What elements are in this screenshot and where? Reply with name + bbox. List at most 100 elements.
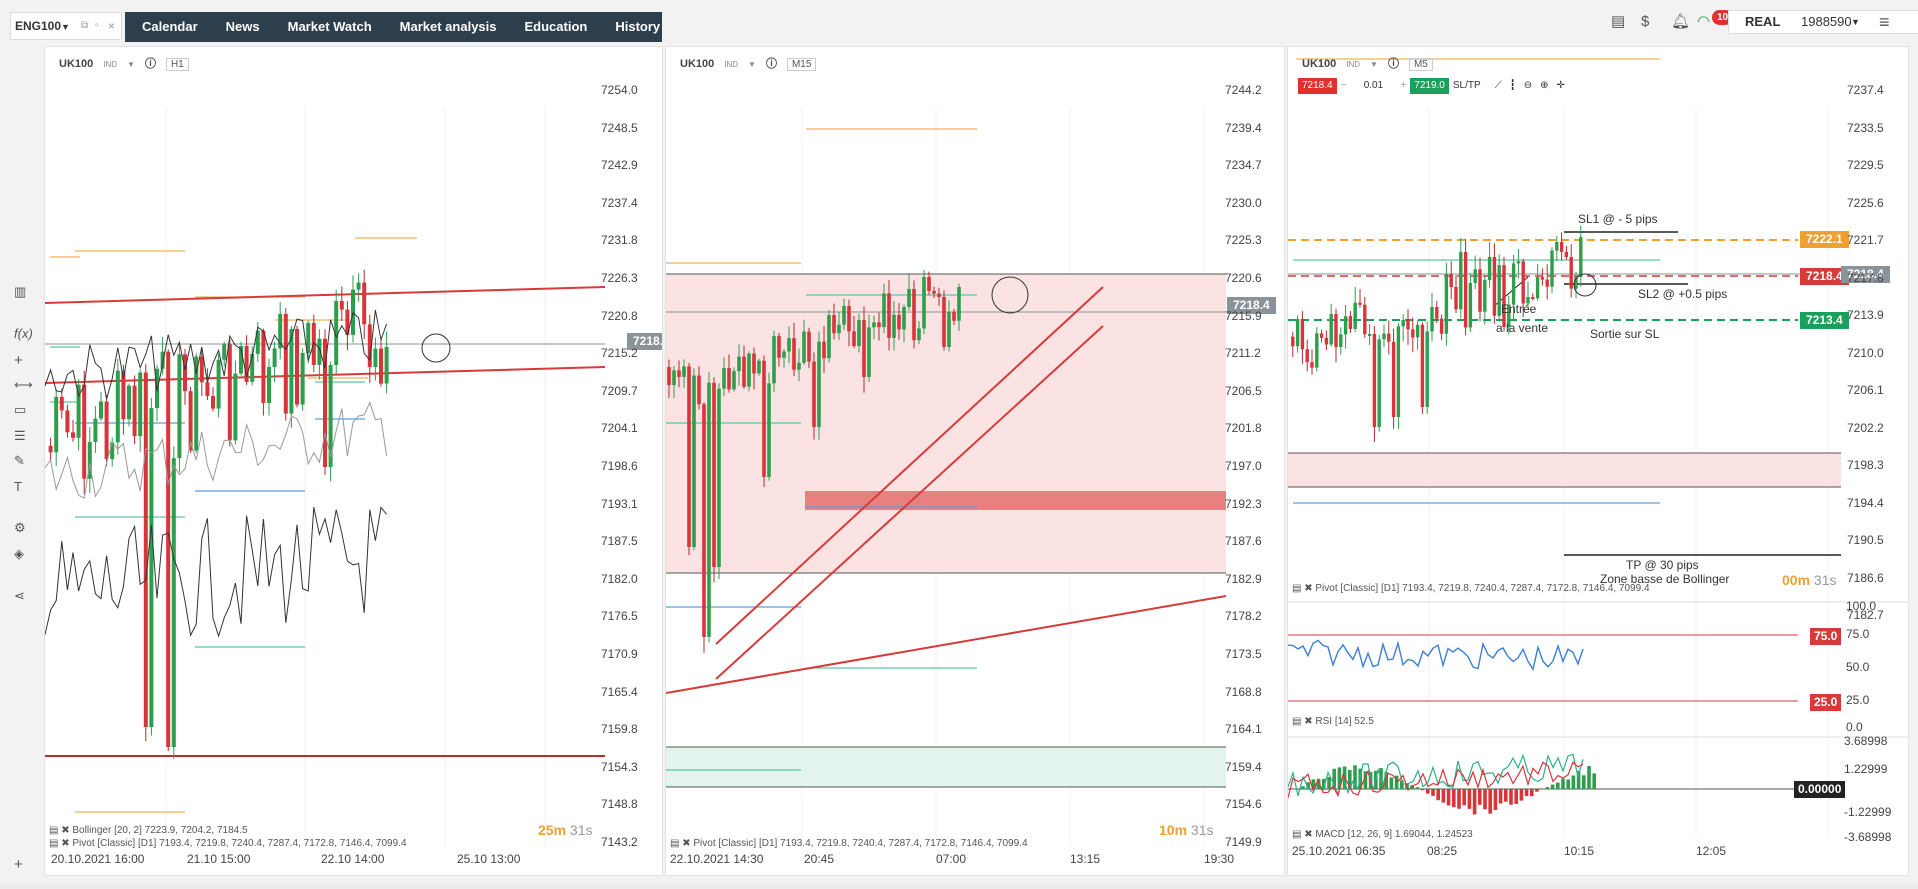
zoom-out-icon[interactable]: ⊖: [1523, 80, 1533, 91]
rect-icon[interactable]: ▭: [14, 402, 27, 417]
adjust-icon[interactable]: ⚙: [14, 520, 26, 535]
layout-icon[interactable]: ▤: [1611, 13, 1626, 30]
nav-calendar[interactable]: Calendar: [142, 19, 198, 34]
menu-icon[interactable]: ≡: [1879, 12, 1890, 32]
candle: [812, 361, 816, 427]
lot-decrease[interactable]: −: [1340, 80, 1347, 91]
info-icon[interactable]: ⓘ: [144, 58, 156, 70]
candle: [1387, 333, 1391, 342]
instrument-tab[interactable]: ENG100▼ ⧉ ▫ ×: [10, 12, 122, 40]
annotation-entry[interactable]: Entrée: [1501, 302, 1537, 316]
candle: [692, 375, 696, 547]
candle: [1411, 329, 1415, 338]
chevron-down-icon[interactable]: ▼: [1851, 17, 1860, 27]
chevron-down-icon[interactable]: ▼: [61, 22, 70, 32]
chart-canvas-m15[interactable]: [666, 47, 1285, 876]
chart-panel-m5[interactable]: UK100 IND ▼ ⓘ M5 7218.4−0.01 +7219.0 SL/TP ⟋ ┇ ⊖ ⊕…: [1287, 46, 1909, 876]
info-icon[interactable]: ⓘ: [765, 58, 777, 70]
macd-histogram-bar: [1571, 775, 1576, 789]
candle: [932, 290, 936, 294]
buy-button[interactable]: 7219.0: [1410, 78, 1449, 94]
window-icon[interactable]: ▫: [95, 20, 99, 31]
nav-education[interactable]: Education: [524, 19, 588, 34]
currency-icon[interactable]: $: [1641, 13, 1650, 30]
indicator-legend-macd[interactable]: ▤ ✖ MACD [12, 26, 9] 1.69044, 1.24523: [1292, 829, 1473, 840]
candle: [267, 367, 271, 404]
chart-symbol[interactable]: UK100: [1302, 58, 1337, 70]
y-tick-label: 7201.8: [1225, 421, 1262, 436]
popout-icon[interactable]: ⧉: [81, 20, 89, 31]
chart-symbol[interactable]: UK100: [680, 58, 715, 70]
sltp-button[interactable]: SL/TP: [1452, 80, 1481, 91]
chevron-down-icon[interactable]: ▼: [127, 60, 135, 69]
timeframe-select[interactable]: M5: [1408, 58, 1433, 71]
share-icon[interactable]: ⋖: [14, 588, 25, 603]
y-tick-label: 7215.2: [601, 346, 638, 361]
plus-icon[interactable]: +: [14, 352, 23, 369]
candle: [942, 296, 946, 347]
timeframe-select[interactable]: M15: [786, 58, 817, 71]
chevron-down-icon[interactable]: ▼: [1370, 60, 1378, 69]
ruler-icon[interactable]: ⟷: [14, 377, 33, 392]
trend-icon[interactable]: ⟋: [1494, 80, 1502, 91]
nav-news[interactable]: News: [225, 19, 260, 34]
pen-icon[interactable]: ✎: [14, 453, 25, 468]
candle: [255, 330, 260, 354]
chart-canvas-m5[interactable]: [1288, 47, 1909, 876]
annotation-bollinger-zone[interactable]: Zone basse de Bollinger: [1600, 572, 1730, 586]
account-type: REAL: [1745, 14, 1781, 29]
timeframe-select[interactable]: H1: [165, 58, 189, 71]
text-icon[interactable]: T: [14, 479, 22, 494]
chevron-down-icon[interactable]: ▼: [748, 60, 756, 69]
indicator-legend-bollinger[interactable]: ▤ ✖ Bollinger [20, 2] 7223.9, 7204.2, 71…: [49, 825, 248, 836]
annotation-tp[interactable]: TP @ 30 pips: [1626, 558, 1699, 572]
chart-panel-h1[interactable]: UK100 IND ▼ ⓘ H1 20.10.2021 16:00 21.10 15:0…: [44, 46, 663, 876]
crosshair-icon[interactable]: ✛: [1556, 80, 1565, 91]
bars-icon[interactable]: ▥: [14, 284, 27, 299]
indicator-legend-pivot[interactable]: ▤ ✖ Pivot [Classic] [D1] 7193.4, 7219.8,…: [1292, 583, 1650, 594]
chart-symbol[interactable]: UK100: [59, 58, 94, 70]
sell-button[interactable]: 7218.4: [1298, 78, 1337, 94]
chart-canvas-h1[interactable]: [45, 47, 663, 876]
candle: [110, 442, 115, 460]
close-icon[interactable]: ×: [108, 19, 116, 33]
indicator-legend-pivot[interactable]: ▤ ✖ Pivot [Classic] [D1] 7193.4, 7219.8,…: [670, 838, 1028, 849]
annotation-exit[interactable]: Sortie sur SL: [1590, 327, 1660, 341]
highlight-circle: [421, 333, 451, 363]
fx-icon[interactable]: f(x): [14, 326, 33, 341]
indicator-legend-pivot[interactable]: ▤ ✖ Pivot [Classic] [D1] 7193.4, 7219.8,…: [49, 838, 407, 849]
candle: [1483, 279, 1487, 312]
candle: [1353, 302, 1357, 329]
candle: [1439, 318, 1444, 334]
indicator-legend-rsi[interactable]: ▤ ✖ RSI [14] 52.5: [1292, 716, 1374, 727]
account-selector[interactable]: REAL 1988590 ▼: [1728, 10, 1918, 34]
x-tick-label: 22.10 14:00: [321, 852, 385, 866]
candles-icon[interactable]: ┇: [1509, 80, 1516, 91]
macd-histogram-bar: [1483, 789, 1487, 810]
bell-icon[interactable]: 🔔︎: [1671, 13, 1691, 30]
fib-icon[interactable]: ☰: [14, 428, 26, 443]
candle: [887, 293, 891, 338]
lot-increase[interactable]: +: [1400, 80, 1407, 91]
x-tick-label: 12:05: [1696, 844, 1727, 858]
candle: [345, 309, 350, 335]
y-tick-label: 7206.5: [1225, 383, 1262, 398]
chart-panel-m15[interactable]: UK100 IND ▼ ⓘ M15 22.10.2021 14:30 20:45 07:…: [665, 46, 1285, 876]
add-chart-icon[interactable]: +: [14, 856, 23, 873]
annotation-sl2[interactable]: SL2 @ +0.5 pips: [1638, 287, 1728, 301]
y-tick-label: 7182.0: [601, 571, 638, 586]
candle: [127, 385, 131, 420]
annotation-sl1[interactable]: SL1 @ - 5 pips: [1578, 212, 1658, 226]
layers-icon[interactable]: ◈: [14, 546, 24, 561]
zoom-in-icon[interactable]: ⊕: [1540, 80, 1549, 91]
candle: [183, 354, 187, 392]
candle: [1435, 307, 1439, 319]
lot-input[interactable]: 0.01: [1363, 80, 1384, 91]
nav-history[interactable]: History: [615, 19, 661, 34]
nav-market-watch[interactable]: Market Watch: [287, 19, 372, 34]
macd-histogram-bar: [1561, 778, 1565, 789]
info-icon[interactable]: ⓘ: [1387, 58, 1399, 70]
nav-market-analysis[interactable]: Market analysis: [399, 19, 497, 34]
candle: [842, 305, 846, 325]
annotation-entry-2[interactable]: a la vente: [1496, 321, 1549, 335]
